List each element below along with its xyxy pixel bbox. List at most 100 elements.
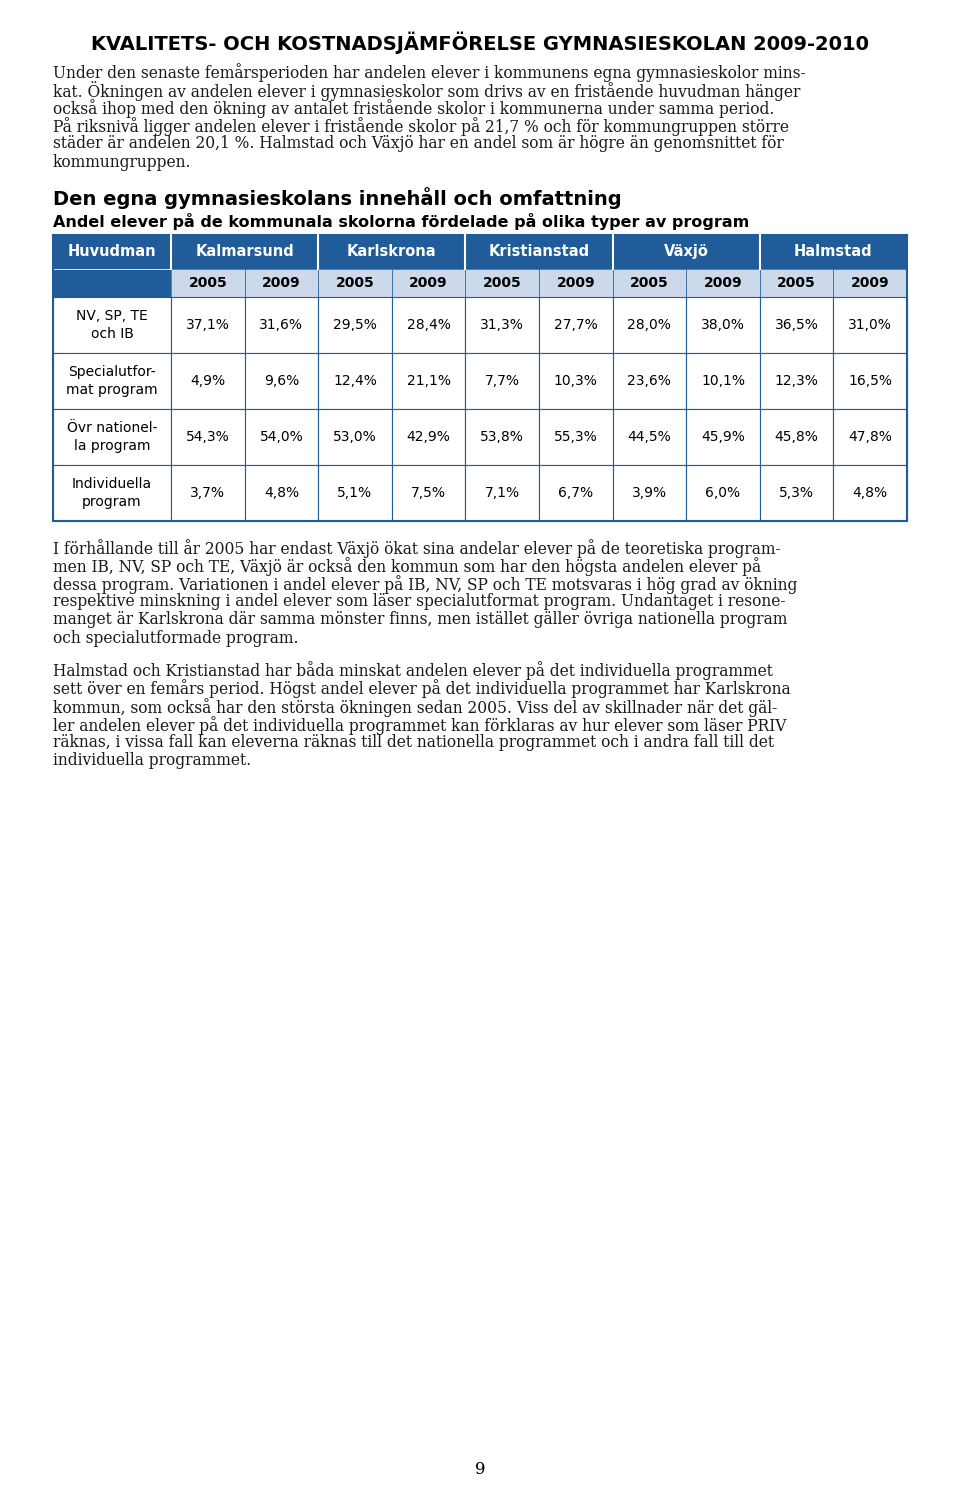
Bar <box>318 409 392 464</box>
Text: 55,3%: 55,3% <box>554 430 598 443</box>
Bar <box>466 409 539 464</box>
Bar <box>612 269 686 296</box>
Bar <box>171 234 318 269</box>
Bar <box>318 464 392 522</box>
Text: 2005: 2005 <box>336 277 374 290</box>
Text: 36,5%: 36,5% <box>775 317 819 332</box>
Text: 31,6%: 31,6% <box>259 317 303 332</box>
Bar <box>53 234 171 269</box>
Bar <box>392 353 466 409</box>
Text: 2005: 2005 <box>188 277 228 290</box>
Text: Huvudman: Huvudman <box>68 245 156 260</box>
Text: 45,8%: 45,8% <box>775 430 819 443</box>
Bar <box>612 353 686 409</box>
Text: 31,3%: 31,3% <box>480 317 524 332</box>
Text: 38,0%: 38,0% <box>701 317 745 332</box>
Text: räknas, i vissa fall kan eleverna räknas till det nationella programmet och i an: räknas, i vissa fall kan eleverna räknas… <box>53 733 774 752</box>
Text: Andel elever på de kommunala skolorna fördelade på olika typer av program: Andel elever på de kommunala skolorna fö… <box>53 213 749 230</box>
Text: Växjö: Växjö <box>663 245 708 260</box>
Text: och specialutformade program.: och specialutformade program. <box>53 630 299 646</box>
Bar <box>171 296 245 353</box>
Text: 21,1%: 21,1% <box>407 374 450 388</box>
Bar <box>686 464 759 522</box>
Text: På riksnivå ligger andelen elever i fristående skolor på 21,7 % och för kommungr: På riksnivå ligger andelen elever i fris… <box>53 117 789 137</box>
Text: Specialutfor-
mat program: Specialutfor- mat program <box>66 365 157 397</box>
Bar <box>245 269 318 296</box>
Bar <box>245 409 318 464</box>
Text: 5,3%: 5,3% <box>780 485 814 500</box>
Text: Halmstad och Kristianstad har båda minskat andelen elever på det individuella pr: Halmstad och Kristianstad har båda minsk… <box>53 661 773 681</box>
Text: 53,0%: 53,0% <box>333 430 377 443</box>
Text: 7,1%: 7,1% <box>485 485 519 500</box>
Bar <box>245 296 318 353</box>
Bar <box>53 409 171 464</box>
Text: men IB, NV, SP och TE, Växjö är också den kommun som har den högsta andelen elev: men IB, NV, SP och TE, Växjö är också de… <box>53 558 761 576</box>
Text: dessa program. Variationen i andel elever på IB, NV, SP och TE motsvaras i hög g: dessa program. Variationen i andel eleve… <box>53 576 798 594</box>
Text: 3,9%: 3,9% <box>632 485 667 500</box>
Text: 12,3%: 12,3% <box>775 374 819 388</box>
Text: respektive minskning i andel elever som läser specialutformat program. Undantage: respektive minskning i andel elever som … <box>53 594 785 610</box>
Text: 10,1%: 10,1% <box>701 374 745 388</box>
Text: Den egna gymnasieskolans innehåll och omfattning: Den egna gymnasieskolans innehåll och om… <box>53 186 622 209</box>
Text: 28,0%: 28,0% <box>628 317 671 332</box>
Text: 53,8%: 53,8% <box>480 430 524 443</box>
Text: 4,8%: 4,8% <box>264 485 299 500</box>
Bar <box>686 269 759 296</box>
Bar <box>612 234 759 269</box>
Text: I förhållande till år 2005 har endast Växjö ökat sina andelar elever på de teore: I förhållande till år 2005 har endast Vä… <box>53 540 780 558</box>
Text: 28,4%: 28,4% <box>407 317 450 332</box>
Bar <box>833 409 907 464</box>
Bar <box>318 296 392 353</box>
Bar <box>466 269 539 296</box>
Bar <box>171 269 245 296</box>
Bar <box>539 409 612 464</box>
Text: Kalmarsund: Kalmarsund <box>195 245 294 260</box>
Text: 37,1%: 37,1% <box>186 317 229 332</box>
Text: 7,7%: 7,7% <box>485 374 519 388</box>
Bar <box>53 353 171 409</box>
Text: 2009: 2009 <box>704 277 742 290</box>
Bar <box>759 353 833 409</box>
Bar <box>318 269 392 296</box>
Text: Halmstad: Halmstad <box>794 245 873 260</box>
Bar <box>171 409 245 464</box>
Text: ler andelen elever på det individuella programmet kan förklaras av hur elever so: ler andelen elever på det individuella p… <box>53 715 786 735</box>
Text: 2009: 2009 <box>409 277 448 290</box>
Text: 47,8%: 47,8% <box>849 430 892 443</box>
Text: 31,0%: 31,0% <box>849 317 892 332</box>
Bar <box>466 296 539 353</box>
Bar <box>686 296 759 353</box>
Bar <box>53 269 171 296</box>
Text: kommun, som också har den största ökningen sedan 2005. Viss del av skillnader nä: kommun, som också har den största ökning… <box>53 697 778 717</box>
Text: 9: 9 <box>475 1461 485 1477</box>
Bar <box>392 464 466 522</box>
Bar <box>612 464 686 522</box>
Text: KVALITETS- OCH KOSTNADSJÄMFÖRELSE GYMNASIESKOLAN 2009-2010: KVALITETS- OCH KOSTNADSJÄMFÖRELSE GYMNAS… <box>91 32 869 54</box>
Bar <box>759 234 907 269</box>
Bar <box>466 234 612 269</box>
Text: 2005: 2005 <box>778 277 816 290</box>
Bar <box>833 296 907 353</box>
Text: 9,6%: 9,6% <box>264 374 299 388</box>
Bar <box>759 296 833 353</box>
Text: Under den senaste femårsperioden har andelen elever i kommunens egna gymnasiesko: Under den senaste femårsperioden har and… <box>53 63 805 81</box>
Bar <box>612 296 686 353</box>
Bar <box>392 269 466 296</box>
Bar <box>759 464 833 522</box>
Bar <box>466 464 539 522</box>
Text: 12,4%: 12,4% <box>333 374 377 388</box>
Text: 16,5%: 16,5% <box>849 374 892 388</box>
Text: 2009: 2009 <box>851 277 890 290</box>
Text: manget är Karlskrona där samma mönster finns, men istället gäller övriga natione: manget är Karlskrona där samma mönster f… <box>53 612 787 628</box>
Bar <box>53 296 171 353</box>
Text: också ihop med den ökning av antalet fristående skolor i kommunerna under samma : också ihop med den ökning av antalet fri… <box>53 99 775 119</box>
Text: städer är andelen 20,1 %. Halmstad och Växjö har en andel som är högre än genoms: städer är andelen 20,1 %. Halmstad och V… <box>53 135 783 152</box>
Text: 29,5%: 29,5% <box>333 317 377 332</box>
Text: 5,1%: 5,1% <box>337 485 372 500</box>
Bar <box>833 464 907 522</box>
Bar <box>245 353 318 409</box>
Text: NV, SP, TE
och IB: NV, SP, TE och IB <box>76 308 148 341</box>
Text: 45,9%: 45,9% <box>701 430 745 443</box>
Text: 2009: 2009 <box>262 277 300 290</box>
Bar <box>833 269 907 296</box>
